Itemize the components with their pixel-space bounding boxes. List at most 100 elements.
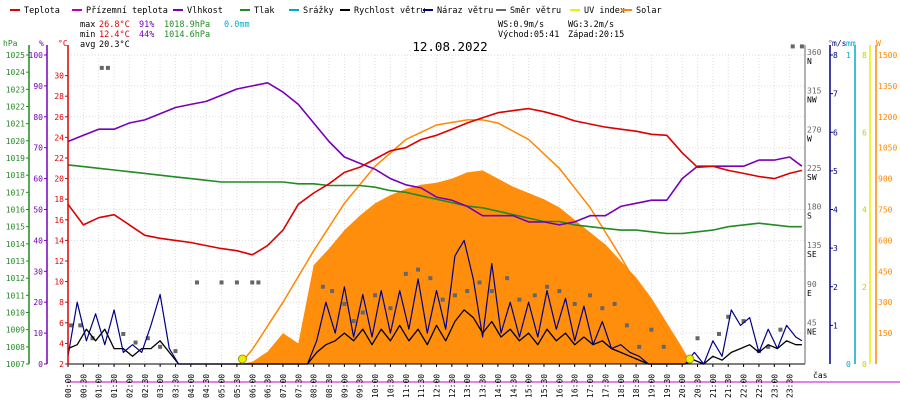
solar-axis-label: 1200 (878, 113, 897, 122)
x-tick-label: 02:30 (141, 374, 150, 398)
wind-axis-label: 3 (833, 244, 838, 253)
x-tick-label: 00:00 (64, 374, 73, 398)
x-tick-label: 00:30 (79, 374, 88, 398)
wind-direction-point (517, 297, 522, 302)
solar-axis-label: 1350 (878, 82, 897, 91)
wind-direction-point (99, 65, 104, 70)
humidity-axis-label: 0 (38, 360, 43, 369)
wind-direction-point (477, 280, 482, 285)
uv-axis-label: 8 (862, 51, 867, 60)
wind-direction-point (695, 336, 700, 341)
temperature-axis-label: 6 (59, 319, 64, 328)
x-tick-label: 13:00 (463, 374, 472, 398)
wind-direction-point (624, 323, 629, 328)
x-tick-label: 04:00 (187, 374, 196, 398)
pressure-axis-label: 1023 (6, 85, 25, 94)
x-tick-label: 05:30 (233, 374, 242, 398)
wind-direction-point (145, 336, 150, 341)
wind-axis-label: 4 (833, 206, 838, 215)
axes-layer: 00:00 00:30 01:00 01:30 02:00 02:30 03:00 03:30… (6, 45, 900, 398)
wind-direction-point (256, 280, 261, 285)
x-tick-label: 12:30 (448, 374, 457, 398)
wind-direction-point (373, 293, 378, 298)
x-tick-label: 20:30 (694, 374, 703, 398)
wind-direction-point (766, 344, 771, 349)
stats-max-hum: 91% (139, 20, 154, 30)
direction-axis-cardinal: N (807, 57, 812, 66)
legend-label: Srážky (303, 6, 334, 16)
legend-label: Solar (636, 6, 662, 16)
x-tick-label: 10:00 (371, 374, 380, 398)
x-tick-label: 14:00 (494, 374, 503, 398)
x-tick-label: 18:30 (632, 374, 641, 398)
x-tick-label: 20:00 (678, 374, 687, 398)
solar-area (239, 170, 692, 364)
wind-direction-point (360, 310, 365, 315)
x-tick-label: 17:00 (586, 374, 595, 398)
x-tick-label: 08:00 (310, 374, 319, 398)
direction-axis-label: 45 (807, 318, 817, 327)
direction-axis-label: 180 (807, 203, 822, 212)
wind-direction-point (173, 349, 178, 354)
x-tick-label: 12:00 (433, 374, 442, 398)
wind-direction-point (557, 289, 562, 294)
wind-direction-point (465, 289, 470, 294)
x-tick-label: 09:00 (340, 374, 349, 398)
unit-hpa: hPa (3, 39, 18, 48)
wind-direction-point (661, 344, 666, 349)
stats-max-label: max (80, 20, 95, 30)
wind-direction-point (219, 280, 224, 285)
pressure-axis-label: 1011 (6, 291, 25, 300)
legend-label: Teplota (24, 6, 60, 16)
direction-axis-cardinal: NE (807, 327, 817, 336)
x-tick-label: 21:00 (709, 374, 718, 398)
solar-axis-label: 300 (878, 298, 893, 307)
legend-label: Tlak (254, 6, 274, 16)
direction-axis-cardinal: SW (807, 173, 817, 182)
direction-axis-label: 135 (807, 241, 822, 250)
solar-axis-label: 1050 (878, 144, 897, 153)
wind-direction-point (741, 319, 746, 324)
solar-axis-label: 1500 (878, 51, 897, 60)
wind-direction-point (133, 340, 138, 345)
wind-direction-point (105, 65, 110, 70)
direction-axis-label: 270 (807, 125, 822, 134)
x-tick-label: 19:00 (647, 374, 656, 398)
x-tick-label: 04:30 (202, 374, 211, 398)
x-tick-label: 13:30 (479, 374, 488, 398)
temperature-axis-label: 26 (54, 113, 64, 122)
direction-axis-label: 315 (807, 87, 822, 96)
wind-direction-point (452, 293, 457, 298)
sunset: Západ:20:15 (568, 30, 624, 40)
legend-label: Vlhkost (187, 6, 223, 16)
x-tick-label: 02:00 (125, 374, 134, 398)
pressure-axis-label: 1008 (6, 343, 25, 352)
wind-direction-point (388, 306, 393, 311)
pressure-axis-label: 1016 (6, 206, 25, 215)
temperature-axis-label: 4 (59, 339, 64, 348)
x-tick-label: 16:30 (571, 374, 580, 398)
wind-direction-point (545, 284, 550, 289)
x-tick-label: 15:00 (525, 374, 534, 398)
solar-axis-label: 450 (878, 267, 893, 276)
wind-direction-point (351, 319, 356, 324)
stats-max-rain: 0.0mm (224, 20, 250, 30)
wind-direction-point (489, 289, 494, 294)
wind-direction-point (588, 293, 593, 298)
wind-direction-point (799, 44, 804, 49)
temperature-axis-label: 28 (54, 92, 64, 101)
x-tick-label: 18:00 (617, 374, 626, 398)
wind-direction-point (505, 276, 510, 281)
x-tick-label: 19:30 (663, 374, 672, 398)
direction-axis-label: 360 (807, 48, 822, 57)
wind-direction-point (717, 331, 722, 336)
x-tick-label: 08:30 (325, 374, 334, 398)
x-tick-label: 22:00 (740, 374, 749, 398)
wind-direction-point (403, 271, 408, 276)
x-tick-label: 10:30 (386, 374, 395, 398)
humidity-axis-label: 10 (33, 329, 43, 338)
temperature-axis-label: 12 (54, 257, 64, 266)
direction-axis-cardinal: S (807, 212, 812, 221)
wind-direction-point (342, 301, 347, 306)
pressure-axis-label: 1010 (6, 309, 25, 318)
